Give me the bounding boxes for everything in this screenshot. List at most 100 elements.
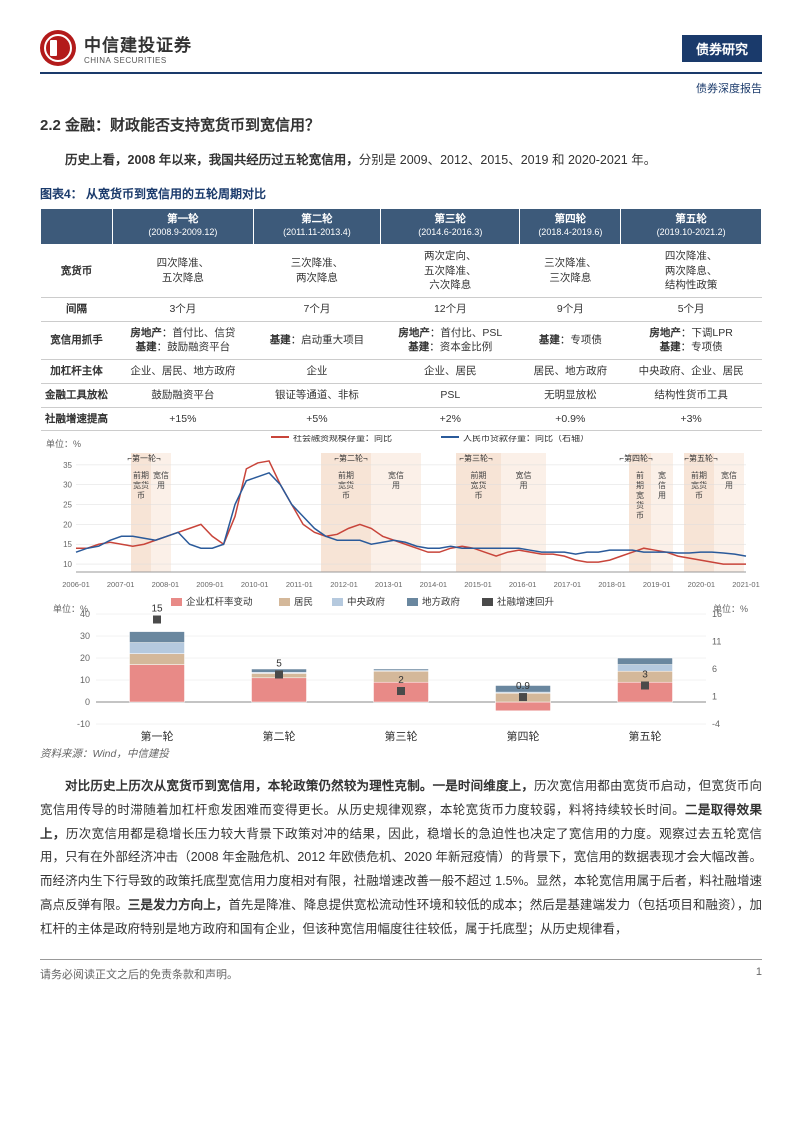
- svg-text:40: 40: [80, 609, 90, 619]
- svg-text:2006-01: 2006-01: [62, 580, 90, 589]
- figure4-label: 图表4： 从宽货币到宽信用的五轮周期对比: [40, 185, 762, 202]
- logo-en: CHINA SECURITIES: [84, 56, 192, 65]
- header-badge: 债券研究: [682, 35, 762, 62]
- svg-text:2018-01: 2018-01: [598, 580, 626, 589]
- chart2-container: 单位：%单位：%企业杠杆率变动居民中央政府地方政府社融增速回升-10010203…: [40, 594, 762, 744]
- page-footer: 请务必阅读正文之后的免责条款和声明。 1: [40, 959, 762, 982]
- svg-text:15: 15: [63, 540, 72, 549]
- svg-text:2015-01: 2015-01: [464, 580, 492, 589]
- svg-text:0: 0: [85, 697, 90, 707]
- svg-text:第二轮: 第二轮: [263, 729, 296, 743]
- svg-text:5: 5: [276, 659, 282, 670]
- svg-text:用: 用: [658, 491, 666, 500]
- svg-text:2012-01: 2012-01: [330, 580, 358, 589]
- svg-text:币: 币: [342, 491, 350, 500]
- svg-text:2013-01: 2013-01: [375, 580, 403, 589]
- svg-text:宽信: 宽信: [388, 470, 404, 480]
- section-number: 2.2: [40, 117, 61, 134]
- svg-text:10: 10: [63, 560, 72, 569]
- svg-text:2009-01: 2009-01: [196, 580, 224, 589]
- svg-text:1: 1: [712, 692, 717, 702]
- svg-text:宽: 宽: [636, 490, 644, 500]
- svg-text:企业杠杆率变动: 企业杠杆率变动: [186, 596, 253, 608]
- svg-text:2021-01: 2021-01: [732, 580, 760, 589]
- svg-text:⌐第四轮¬: ⌐第四轮¬: [619, 453, 653, 463]
- svg-text:前期: 前期: [471, 470, 487, 480]
- report-header: 中信建投证券 CHINA SECURITIES 债券研究: [40, 30, 762, 74]
- svg-text:币: 币: [475, 491, 483, 500]
- svg-text:2: 2: [398, 675, 404, 686]
- svg-text:居民: 居民: [294, 597, 313, 608]
- svg-text:社会融资规模存量：同比: 社会融资规模存量：同比: [293, 435, 392, 443]
- intro-text: 分别是 2009、2012、2015、2019 和 2020-2021 年。: [359, 153, 656, 167]
- svg-text:币: 币: [137, 491, 145, 500]
- svg-text:⌐第二轮¬: ⌐第二轮¬: [334, 453, 368, 463]
- svg-text:20: 20: [80, 653, 90, 663]
- body-bold1: 对比历史上历次从宽货币到宽信用，本轮政策仍然较为理性克制。一是时间维度上，: [65, 779, 534, 793]
- svg-text:用: 用: [520, 481, 528, 490]
- svg-text:信: 信: [658, 480, 666, 490]
- svg-text:用: 用: [725, 481, 733, 490]
- svg-text:宽信: 宽信: [721, 470, 737, 480]
- svg-text:35: 35: [63, 461, 72, 470]
- svg-text:宽货: 宽货: [471, 480, 487, 490]
- svg-text:第三轮: 第三轮: [385, 729, 418, 743]
- svg-text:-4: -4: [712, 719, 720, 729]
- intro-paragraph: 历史上看，2008 年以来，我国共经历过五轮宽信用，分别是 2009、2012、…: [40, 149, 762, 173]
- body-paragraph: 对比历史上历次从宽货币到宽信用，本轮政策仍然较为理性克制。一是时间维度上，历次宽…: [40, 775, 762, 941]
- svg-text:2008-01: 2008-01: [152, 580, 180, 589]
- section-title: 2.2 金融：财政能否支持宽货币到宽信用？: [40, 114, 762, 135]
- svg-text:6: 6: [712, 664, 717, 674]
- source-note: 资料来源：Wind，中信建投: [40, 746, 762, 761]
- section-title-text: 金融：财政能否支持宽货币到宽信用？: [65, 117, 320, 134]
- svg-text:20: 20: [63, 521, 72, 530]
- comparison-table: 第一轮(2008.9-2009.12)第二轮(2011.11-2013.4)第三…: [40, 208, 762, 431]
- svg-text:15: 15: [151, 604, 163, 615]
- svg-text:3: 3: [642, 670, 648, 681]
- sub-header: 债券深度报告: [40, 80, 762, 96]
- chart2-svg: 单位：%单位：%企业杠杆率变动居民中央政府地方政府社融增速回升-10010203…: [40, 594, 762, 744]
- svg-text:0.9: 0.9: [516, 681, 530, 692]
- svg-text:单位：%: 单位：%: [46, 438, 81, 449]
- chart1-container: 单位：%社会融资规模存量：同比人民币贷款存量：同比（右轴）前期宽货币宽信用前期宽…: [40, 435, 762, 590]
- svg-text:宽货: 宽货: [338, 480, 354, 490]
- svg-text:地方政府: 地方政府: [422, 596, 461, 608]
- logo-cn: 中信建投证券: [84, 31, 192, 56]
- svg-text:2019-01: 2019-01: [643, 580, 671, 589]
- svg-text:社融增速回升: 社融增速回升: [497, 596, 555, 608]
- svg-text:用: 用: [392, 481, 400, 490]
- svg-text:2007-01: 2007-01: [107, 580, 135, 589]
- svg-text:宽货: 宽货: [133, 480, 149, 490]
- svg-text:第一轮: 第一轮: [141, 729, 174, 743]
- svg-text:11: 11: [712, 637, 721, 647]
- svg-text:2010-01: 2010-01: [241, 580, 269, 589]
- svg-text:前期: 前期: [691, 470, 707, 480]
- svg-text:币: 币: [636, 511, 644, 520]
- logo-area: 中信建投证券 CHINA SECURITIES: [40, 30, 192, 66]
- svg-text:⌐第五轮¬: ⌐第五轮¬: [684, 453, 718, 463]
- svg-text:前: 前: [636, 470, 644, 480]
- chart1-svg: 单位：%社会融资规模存量：同比人民币贷款存量：同比（右轴）前期宽货币宽信用前期宽…: [40, 435, 762, 590]
- svg-text:第五轮: 第五轮: [629, 729, 662, 743]
- svg-text:2020-01: 2020-01: [688, 580, 716, 589]
- page-number: 1: [756, 966, 762, 982]
- svg-text:25: 25: [63, 501, 72, 510]
- svg-text:宽货: 宽货: [691, 480, 707, 490]
- svg-text:⌐第一轮¬: ⌐第一轮¬: [127, 453, 161, 463]
- svg-text:货: 货: [636, 500, 644, 510]
- svg-text:中央政府: 中央政府: [347, 596, 386, 608]
- svg-text:第四轮: 第四轮: [507, 729, 540, 743]
- svg-text:前期: 前期: [338, 470, 354, 480]
- svg-text:宽信: 宽信: [516, 470, 532, 480]
- svg-text:期: 期: [636, 481, 644, 490]
- svg-text:30: 30: [80, 631, 90, 641]
- svg-text:16: 16: [712, 609, 722, 619]
- logo-icon: [40, 30, 76, 66]
- svg-text:30: 30: [63, 481, 72, 490]
- svg-text:人民币贷款存量：同比（右轴）: 人民币贷款存量：同比（右轴）: [463, 435, 589, 443]
- svg-text:宽信: 宽信: [153, 470, 169, 480]
- svg-text:10: 10: [80, 675, 90, 685]
- svg-text:前期: 前期: [133, 470, 149, 480]
- svg-text:2016-01: 2016-01: [509, 580, 537, 589]
- svg-text:2014-01: 2014-01: [420, 580, 448, 589]
